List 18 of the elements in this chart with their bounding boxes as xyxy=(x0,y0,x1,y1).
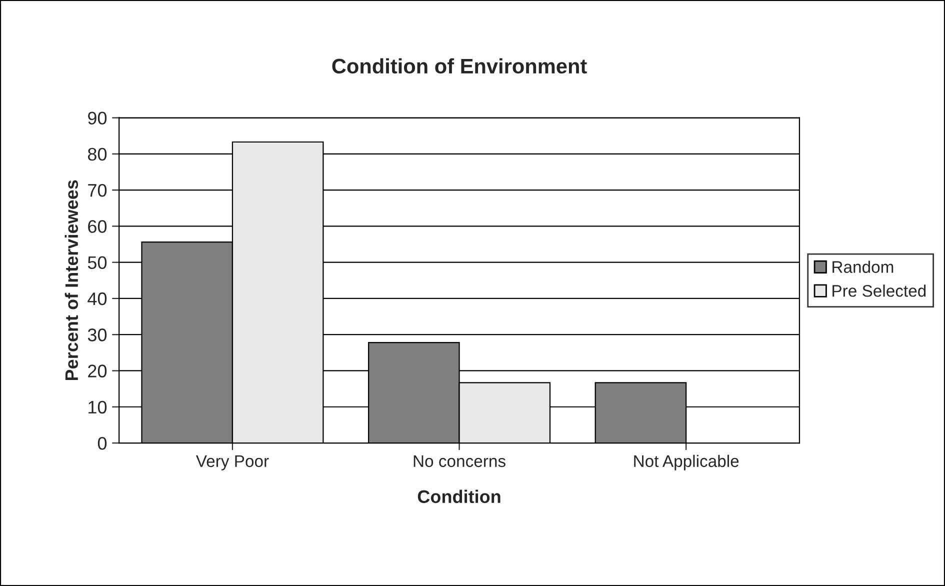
x-tick-label: Very Poor xyxy=(196,455,269,470)
chart-title: Condition of Environment xyxy=(332,58,587,74)
x-axis-title: Condition xyxy=(418,490,500,504)
y-axis-title: Percent of Interviewees xyxy=(64,180,78,380)
y-tick-label: 70 xyxy=(88,184,107,197)
y-tick-label: 40 xyxy=(88,292,107,306)
y-tick-label: 30 xyxy=(88,328,107,342)
x-tick-label: Not Applicable xyxy=(634,454,739,470)
legend-label: Pre Selected xyxy=(832,284,926,297)
y-tick-label: 90 xyxy=(88,112,107,125)
x-tick-label: No concerns xyxy=(414,455,506,468)
y-tick-label: 80 xyxy=(88,148,107,161)
y-tick-label: 60 xyxy=(88,220,107,233)
y-tick-label: 50 xyxy=(88,256,107,270)
y-tick-label: 10 xyxy=(88,400,107,414)
legend-label: Random xyxy=(832,260,894,273)
y-tick-label: 20 xyxy=(88,364,107,378)
y-tick-label: 0 xyxy=(98,436,107,450)
